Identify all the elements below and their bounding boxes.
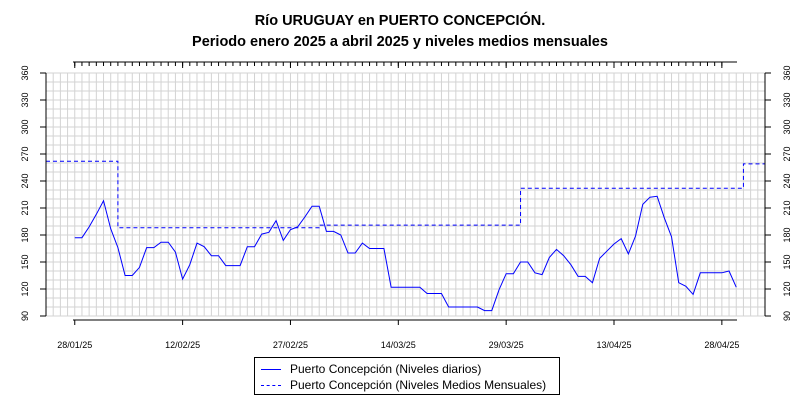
legend-label-daily: Puerto Concepción (Niveles diarios) <box>290 362 482 376</box>
y-tick-label-left: 180 <box>20 227 30 242</box>
x-tick-label: 12/02/25 <box>165 340 200 350</box>
y-tick-label-right: 300 <box>782 119 792 134</box>
y-tick-label-right: 270 <box>782 146 792 161</box>
y-tick-label-right: 120 <box>782 281 792 296</box>
legend: Puerto Concepción (Niveles diarios) Puer… <box>254 357 560 395</box>
y-tick-label-left: 240 <box>20 173 30 188</box>
y-tick-label-left: 210 <box>20 200 30 215</box>
chart-subtitle: Periodo enero 2025 a abril 2025 y nivele… <box>192 34 608 50</box>
y-tick-label-right: 330 <box>782 92 792 107</box>
y-tick-label-right: 150 <box>782 254 792 269</box>
y-tick-label-right: 360 <box>782 65 792 80</box>
series-monthly-mean-line <box>46 160 765 229</box>
y-tick-label-left: 330 <box>20 92 30 107</box>
y-tick-label-left: 360 <box>20 65 30 80</box>
y-tick-label-left: 270 <box>20 146 30 161</box>
y-tick-label-left: 150 <box>20 254 30 269</box>
y-tick-label-right: 240 <box>782 173 792 188</box>
y-tick-label-left: 120 <box>20 281 30 296</box>
y-tick-label-right: 90 <box>782 311 792 321</box>
legend-swatch-dashed <box>261 385 281 386</box>
chart-title: Río URUGUAY en PUERTO CONCEPCIÓN. <box>254 13 546 29</box>
legend-swatch-solid <box>261 369 281 370</box>
y-tick-label-left: 90 <box>20 311 30 321</box>
y-tick-label-left: 300 <box>20 119 30 134</box>
series-layer <box>46 160 765 312</box>
x-tick-label: 14/03/25 <box>381 340 416 350</box>
legend-item-monthly: Puerto Concepción (Niveles Medios Mensua… <box>255 377 559 394</box>
y-tick-label-right: 180 <box>782 227 792 242</box>
grid-lines <box>45 72 766 317</box>
x-tick-label: 29/03/25 <box>489 340 524 350</box>
x-tick-label: 27/02/25 <box>273 340 308 350</box>
x-tick-label: 28/04/25 <box>704 340 739 350</box>
x-tick-label: 28/01/25 <box>57 340 92 350</box>
x-tick-label: 13/04/25 <box>596 340 631 350</box>
axes: 28/01/25 12/02/25 27/02/25 14/03/25 29/03/25… <box>20 61 792 350</box>
legend-label-monthly: Puerto Concepción (Niveles Medios Mensua… <box>290 378 547 392</box>
legend-item-daily: Puerto Concepción (Niveles diarios) <box>255 361 559 378</box>
series-daily-line <box>74 195 737 312</box>
chart-title-block: Río URUGUAY en PUERTO CONCEPCIÓN. Period… <box>0 11 800 53</box>
y-tick-label-right: 210 <box>782 200 792 215</box>
